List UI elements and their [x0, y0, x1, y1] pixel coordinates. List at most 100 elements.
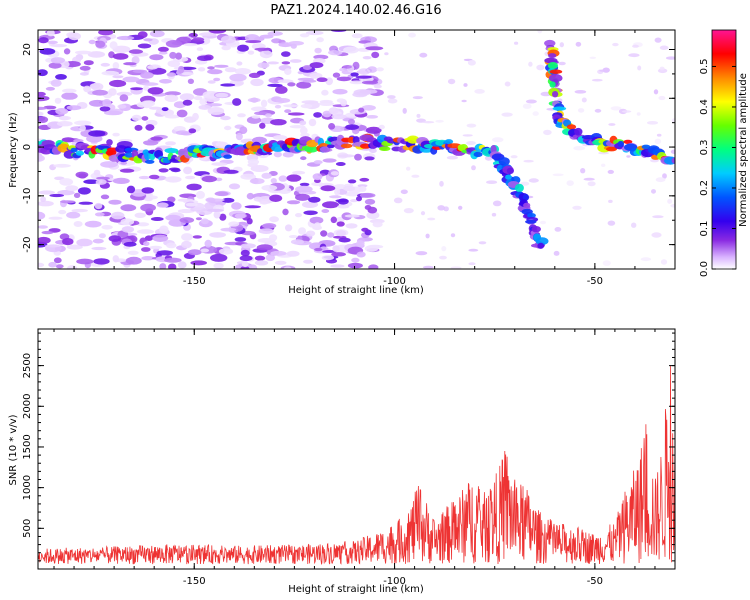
noise-blob: [528, 61, 533, 67]
noise-blob: [284, 224, 293, 232]
noise-blob: [137, 222, 150, 227]
noise-blob: [301, 100, 319, 104]
noise-blob: [250, 78, 264, 87]
noise-blob: [347, 262, 363, 269]
noise-blob: [336, 221, 345, 227]
noise-blob: [58, 209, 67, 215]
noise-blob: [350, 199, 358, 203]
noise-blob: [236, 61, 243, 66]
colorbar-tick-label: 0.3: [699, 140, 710, 156]
ridge-blob: [548, 74, 563, 83]
noise-blob: [351, 257, 360, 263]
noise-blob: [140, 203, 157, 212]
ridge-blob: [544, 57, 558, 64]
noise-blob: [656, 133, 662, 137]
noise-blob: [54, 97, 62, 104]
noise-blob: [608, 123, 616, 126]
ridge-blob: [144, 151, 151, 161]
noise-blob: [583, 177, 595, 181]
ridge-blob: [552, 106, 567, 111]
noise-blob: [237, 113, 246, 118]
noise-blob: [283, 266, 292, 269]
noise-blob: [120, 218, 135, 226]
ridge-blob: [57, 143, 70, 153]
noise-blob: [358, 68, 371, 75]
noise-blob: [612, 42, 619, 47]
noise-blob: [109, 41, 118, 50]
noise-blob: [38, 236, 51, 244]
noise-blob: [176, 109, 188, 118]
noise-blob: [658, 95, 666, 101]
noise-blob: [364, 198, 376, 205]
noise-blob: [134, 124, 143, 131]
noise-blob: [355, 75, 372, 79]
noise-blob: [441, 246, 447, 252]
noise-blob: [169, 51, 177, 59]
noise-blob: [309, 72, 323, 79]
noise-blob: [165, 214, 181, 221]
noise-blob: [100, 161, 118, 168]
noise-blob: [46, 30, 55, 37]
noise-blob: [589, 56, 597, 59]
noise-blob: [659, 66, 665, 71]
noise-blob: [332, 72, 341, 78]
noise-blob: [165, 40, 183, 48]
ridge-blob: [498, 157, 510, 166]
noise-blob: [38, 200, 54, 207]
noise-blob: [247, 97, 261, 103]
noise-blob: [349, 80, 364, 85]
noise-blob: [143, 241, 150, 247]
noise-blob: [337, 198, 349, 205]
noise-blob: [112, 61, 120, 70]
ridge-blob: [641, 144, 651, 150]
noise-blob: [223, 169, 239, 174]
x-tick-label: -100: [383, 576, 406, 587]
noise-blob: [185, 202, 198, 207]
noise-blob: [671, 118, 675, 123]
noise-blob: [218, 248, 234, 255]
noise-blob: [141, 256, 155, 261]
noise-blob: [359, 89, 378, 94]
noise-blob: [214, 64, 229, 68]
noise-blob: [636, 112, 641, 116]
noise-blob: [461, 99, 467, 103]
noise-blob: [537, 30, 543, 34]
noise-blob: [532, 111, 539, 116]
noise-blob: [387, 95, 396, 99]
noise-blob: [290, 43, 297, 49]
noise-blob: [371, 51, 380, 59]
noise-blob: [79, 124, 86, 132]
noise-blob: [254, 111, 268, 116]
noise-blob: [177, 198, 194, 202]
noise-blob: [245, 40, 262, 44]
ridge-blob: [523, 202, 531, 209]
x-tick-label: -150: [183, 276, 206, 287]
noise-blob: [528, 178, 539, 183]
noise-blob: [88, 130, 106, 137]
noise-blob: [71, 208, 88, 213]
noise-blob: [504, 81, 511, 87]
noise-blob: [48, 216, 63, 220]
noise-blob: [364, 156, 375, 161]
noise-blob: [270, 178, 277, 184]
noise-blob: [356, 251, 366, 258]
ridge-blob: [70, 147, 78, 153]
noise-blob: [552, 173, 564, 177]
noise-blob: [573, 146, 586, 151]
noise-blob: [62, 88, 77, 94]
noise-blob: [665, 56, 675, 60]
noise-blob: [89, 83, 101, 89]
colorbar-tick-label: 0.2: [699, 180, 710, 196]
noise-blob: [73, 192, 81, 198]
noise-blob: [235, 132, 243, 141]
noise-blob: [197, 67, 206, 72]
noise-blob: [450, 233, 456, 238]
noise-blob: [492, 200, 502, 207]
noise-blob: [158, 168, 169, 173]
noise-blob: [158, 51, 168, 55]
noise-blob: [471, 165, 476, 171]
noise-blob: [144, 197, 153, 202]
noise-blob: [422, 121, 435, 124]
noise-blob: [289, 59, 302, 63]
noise-blob: [338, 237, 351, 243]
